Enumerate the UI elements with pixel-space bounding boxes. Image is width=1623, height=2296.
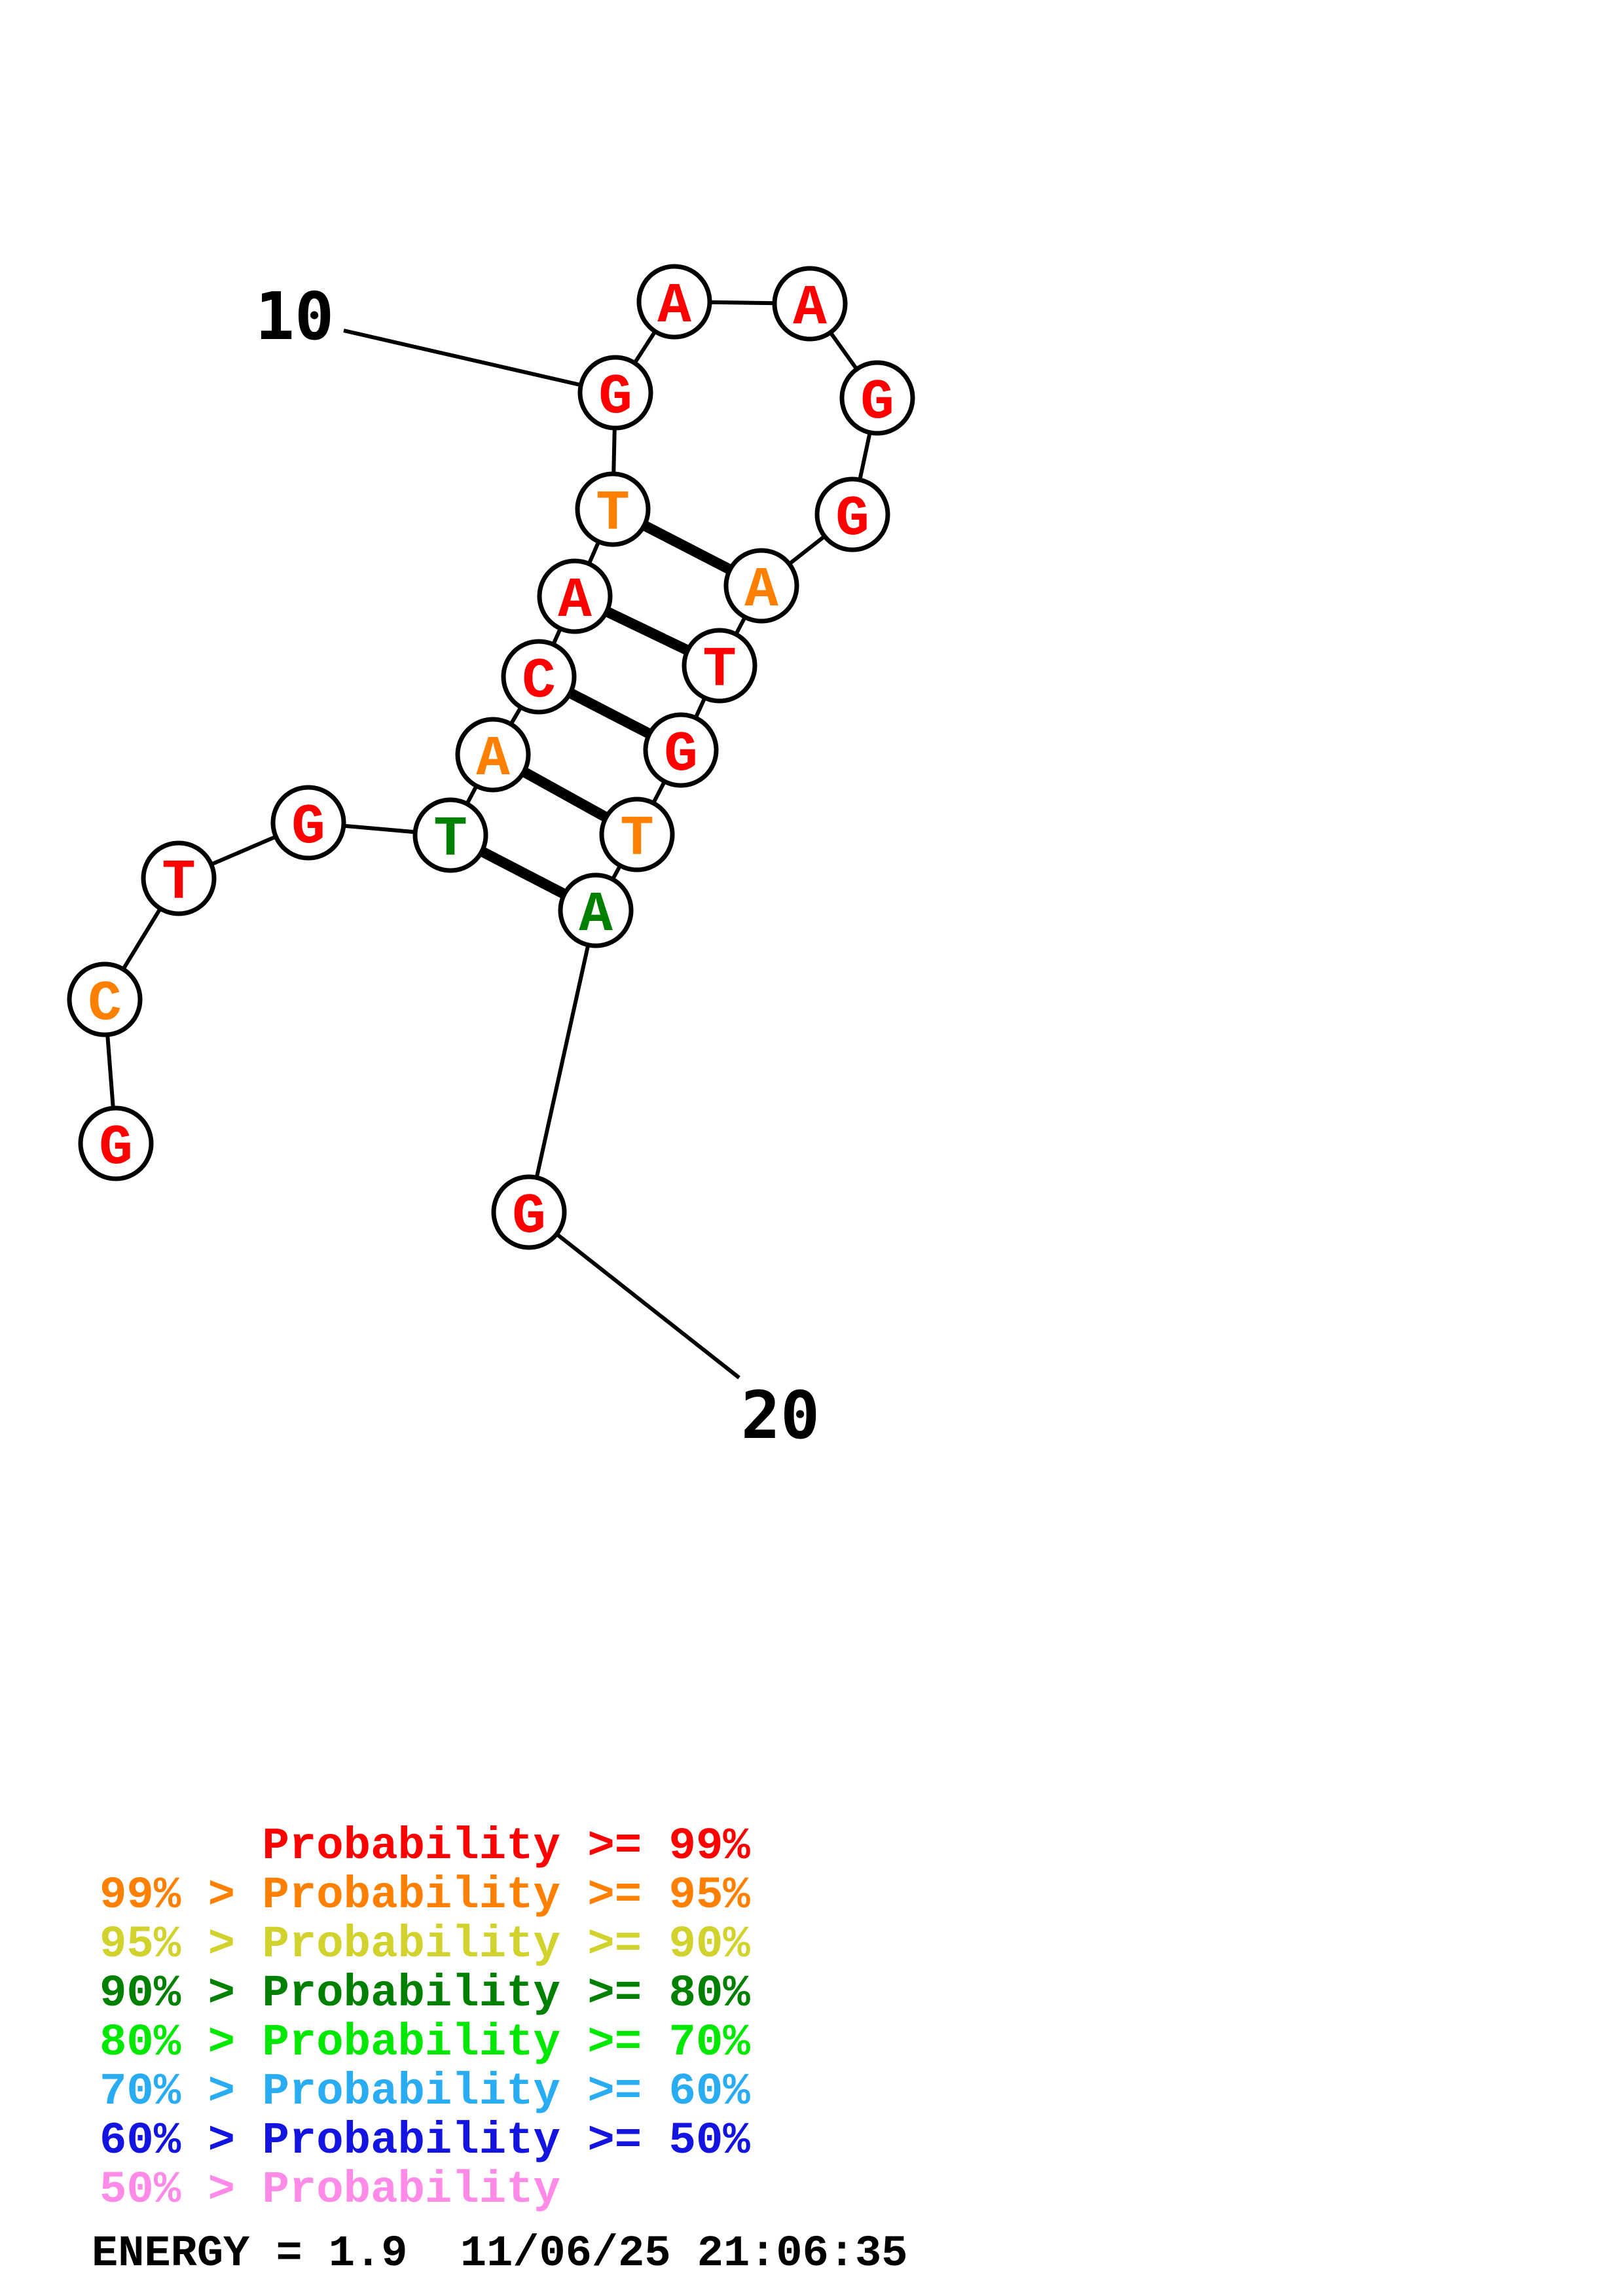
nucleotide-circle-4 [270,785,346,861]
nucleotide-base-3-T: T [162,851,196,915]
nucleotide-circle-3 [141,840,217,916]
nucleotide-base-8-A: A [558,569,592,633]
nucleotide-base-4-G: G [291,795,325,859]
legend-row-7: 60% > Probability >= 50% [100,2115,750,2166]
nucleotide-base-2-C: C [88,972,122,1036]
nucleotide-base-17-G: G [664,723,698,787]
nucleotide-base-15-A: A [744,558,778,622]
nucleotide-circle-11 [636,264,712,340]
nucleotide-circle-5 [412,797,488,873]
nucleotide-circle-16 [682,628,757,704]
label-leader-lines [343,329,740,1380]
label-leader-line-20 [556,1232,740,1380]
legend-row-4: 90% > Probability >= 80% [100,1968,750,2019]
backbone-bond-19-20 [527,910,598,1213]
nucleotide-base-14-G: G [835,487,869,551]
nucleotide-circle-2 [67,961,143,1037]
legend-row-6: 70% > Probability >= 60% [100,2066,750,2117]
nucleotide-circle-1 [78,1105,154,1181]
legend-row-5: 80% > Probability >= 70% [100,2017,750,2068]
nucleotide-base-5-T: T [433,808,467,872]
nucleotide-base-11-A: A [657,274,691,338]
label-leader-line-10 [343,329,581,387]
nucleotide-circle-14 [814,476,890,552]
nucleotide-circle-20 [491,1174,567,1250]
nucleotide-circle-18 [599,797,675,872]
nucleotide-base-6-A: A [476,727,510,791]
nucleotide-circle-7 [501,639,577,715]
nucleotide-base-13-G: G [860,370,894,435]
nucleotide-circle-10 [577,355,653,431]
nucleotide-circle-13 [839,360,915,436]
nucleotide-circle-17 [643,712,719,788]
nucleotide-base-9-T: T [596,482,630,546]
nucleotide-circle-15 [723,548,799,624]
nucleotide-base-20-G: G [512,1185,546,1249]
nucleotide-base-12-A: A [793,276,827,340]
legend-row-8: 50% > Probability [100,2164,560,2215]
sequence-position-labels: 10 20 [255,278,820,1454]
sequence-label-20: 20 [741,1377,820,1454]
nucleotide-base-10-G: G [598,365,632,429]
nucleotide-base-19-A: A [579,883,613,947]
nucleotide-base-16-T: T [702,638,737,702]
nucleotide-base-18-T: T [620,807,654,871]
nucleotide-base-7-C: C [522,649,556,713]
nucleotide-circle-19 [558,872,634,948]
legend-row-3: 95% > Probability >= 90% [100,1919,750,1970]
energy-timestamp-line: ENERGY = 1.9 11/06/25 21:06:35 [92,2229,908,2279]
nucleotide-circle-6 [455,717,531,793]
nucleotide-circle-8 [537,558,613,634]
nucleotide-base-1-G: G [99,1116,133,1180]
legend-row-1: Probability >= 99% [100,1821,750,1872]
sequence-label-10: 10 [255,278,334,355]
nucleotide-circle-9 [575,471,651,547]
probability-legend: Probability >= 99% 99% > Probability >= 9… [100,1822,750,2215]
nucleotide-circle-12 [772,266,848,342]
legend-row-2: 99% > Probability >= 95% [100,1870,750,1921]
